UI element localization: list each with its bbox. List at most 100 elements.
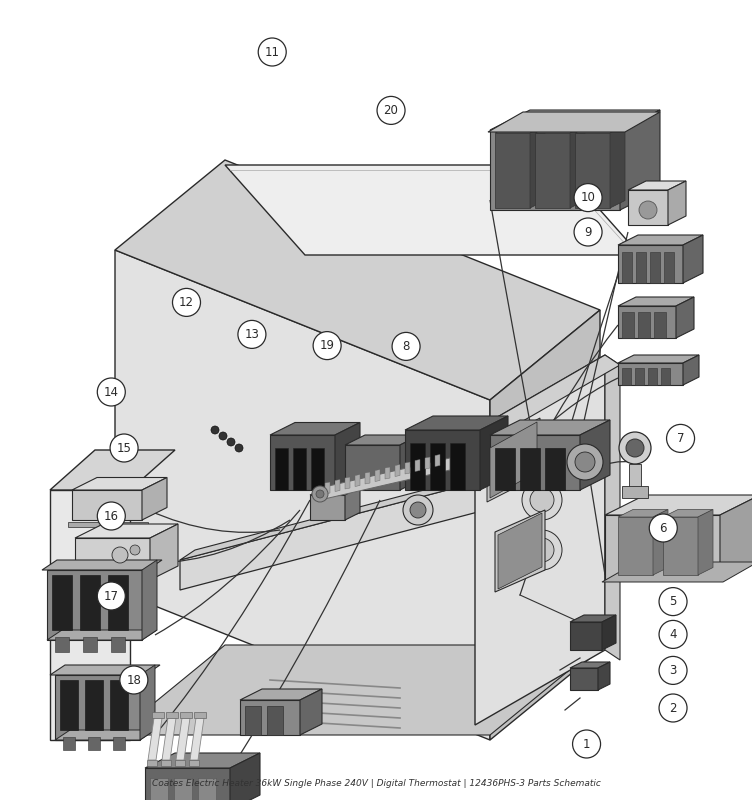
Polygon shape [150, 524, 178, 580]
Text: 14: 14 [104, 386, 119, 398]
Polygon shape [580, 420, 610, 490]
Circle shape [97, 502, 126, 530]
Polygon shape [75, 524, 178, 538]
Polygon shape [530, 126, 545, 208]
Polygon shape [270, 422, 360, 435]
Polygon shape [110, 680, 128, 730]
Text: 20: 20 [384, 104, 399, 117]
Polygon shape [55, 637, 69, 652]
Polygon shape [628, 181, 686, 190]
Polygon shape [325, 482, 330, 494]
Circle shape [574, 218, 602, 246]
Polygon shape [50, 450, 175, 490]
Polygon shape [545, 448, 565, 490]
Polygon shape [570, 615, 616, 622]
Polygon shape [180, 712, 192, 718]
Circle shape [377, 96, 405, 125]
Polygon shape [111, 637, 125, 652]
Polygon shape [425, 457, 430, 469]
Polygon shape [405, 430, 480, 490]
Polygon shape [618, 363, 683, 385]
Polygon shape [267, 706, 283, 735]
Circle shape [659, 694, 687, 722]
Polygon shape [635, 368, 644, 385]
Polygon shape [602, 562, 752, 582]
Polygon shape [180, 440, 615, 560]
Polygon shape [618, 245, 683, 283]
Polygon shape [598, 662, 610, 690]
Polygon shape [50, 490, 130, 740]
Polygon shape [495, 448, 515, 490]
Polygon shape [415, 459, 420, 471]
Circle shape [172, 288, 201, 317]
Circle shape [659, 621, 687, 648]
Circle shape [626, 439, 644, 457]
Polygon shape [345, 445, 400, 490]
Circle shape [312, 486, 328, 502]
Polygon shape [605, 515, 720, 580]
Polygon shape [490, 310, 600, 740]
Polygon shape [148, 718, 162, 760]
Polygon shape [75, 538, 150, 580]
Text: 17: 17 [104, 590, 119, 602]
Polygon shape [490, 420, 610, 435]
Circle shape [403, 495, 433, 525]
Polygon shape [345, 477, 350, 489]
Polygon shape [395, 465, 400, 477]
Polygon shape [430, 443, 445, 490]
Circle shape [639, 201, 657, 219]
Polygon shape [194, 712, 206, 718]
Polygon shape [575, 126, 625, 133]
Polygon shape [190, 718, 204, 760]
Polygon shape [50, 665, 160, 675]
Polygon shape [575, 133, 610, 208]
Polygon shape [60, 680, 78, 730]
Polygon shape [490, 422, 537, 498]
Circle shape [219, 432, 227, 440]
Polygon shape [610, 126, 625, 208]
Polygon shape [345, 487, 360, 520]
Circle shape [649, 514, 678, 542]
Polygon shape [450, 443, 465, 490]
Polygon shape [605, 495, 752, 515]
Circle shape [666, 424, 695, 453]
Text: 13: 13 [244, 328, 259, 341]
Polygon shape [225, 165, 640, 255]
Circle shape [392, 333, 420, 360]
Polygon shape [85, 680, 103, 730]
Polygon shape [663, 517, 698, 575]
Polygon shape [535, 126, 585, 133]
Polygon shape [663, 510, 713, 517]
Polygon shape [618, 235, 703, 245]
Polygon shape [435, 454, 440, 466]
Polygon shape [622, 368, 631, 385]
Polygon shape [495, 126, 545, 133]
Polygon shape [72, 478, 167, 490]
Polygon shape [620, 110, 660, 210]
Text: 4: 4 [669, 628, 677, 641]
Circle shape [97, 582, 126, 610]
Polygon shape [300, 689, 322, 735]
Circle shape [659, 587, 687, 616]
Polygon shape [355, 474, 360, 486]
Polygon shape [410, 443, 425, 490]
Polygon shape [175, 760, 185, 766]
Circle shape [313, 331, 341, 360]
Polygon shape [150, 778, 168, 800]
Polygon shape [320, 458, 450, 500]
Polygon shape [240, 700, 300, 735]
Text: 16: 16 [104, 510, 119, 522]
Polygon shape [475, 355, 605, 725]
Polygon shape [147, 760, 157, 766]
Polygon shape [654, 312, 666, 338]
Text: 8: 8 [402, 340, 410, 353]
Circle shape [659, 656, 687, 684]
Polygon shape [605, 355, 620, 660]
Polygon shape [176, 718, 190, 760]
Text: Coates Electric Heater 36kW Single Phase 240V | Digital Thermostat | 12436PHS-3 : Coates Electric Heater 36kW Single Phase… [152, 779, 600, 788]
Polygon shape [230, 753, 260, 800]
Polygon shape [140, 665, 155, 740]
Polygon shape [68, 522, 148, 527]
Polygon shape [628, 190, 668, 225]
Circle shape [316, 490, 324, 498]
